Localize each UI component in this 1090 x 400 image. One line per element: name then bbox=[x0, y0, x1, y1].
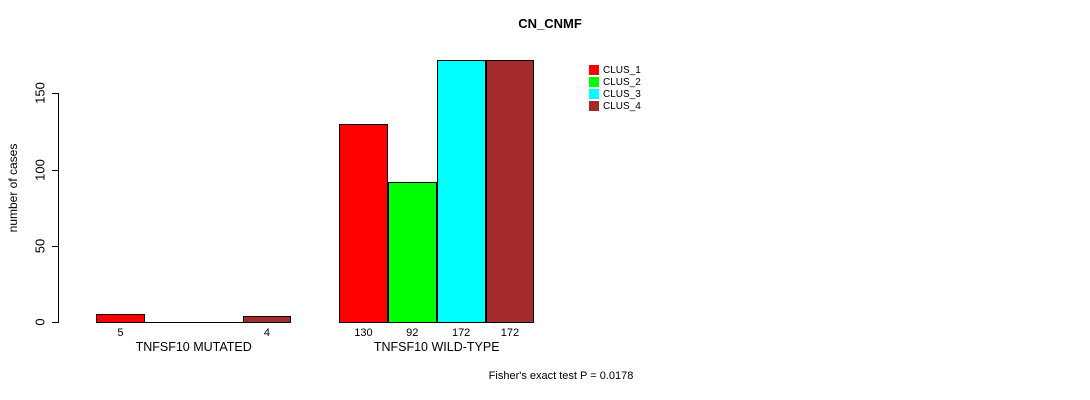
bar-value-label-clus_3-group2: 172 bbox=[451, 327, 471, 339]
legend-swatch-clus_1 bbox=[589, 65, 599, 75]
legend: CLUS_1 CLUS_2 CLUS_3 CLUS_4 bbox=[589, 64, 641, 112]
legend-item-clus_4: CLUS_4 bbox=[589, 100, 641, 112]
y-axis-line bbox=[58, 93, 59, 323]
y-tick-label: 150 bbox=[32, 82, 48, 105]
legend-item-clus_3: CLUS_3 bbox=[589, 88, 641, 100]
y-tick-mark bbox=[52, 245, 59, 247]
bar-value-label-clus_2-group2: 92 bbox=[406, 327, 419, 339]
legend-swatch-clus_3 bbox=[589, 89, 599, 99]
bar-clus_3-group2 bbox=[436, 60, 486, 323]
y-tick-mark bbox=[52, 93, 59, 95]
legend-label-clus_4: CLUS_4 bbox=[603, 100, 641, 112]
legend-label-clus_2: CLUS_2 bbox=[603, 76, 641, 88]
bar-clus_2-group2 bbox=[387, 182, 437, 323]
y-tick-label: 100 bbox=[32, 158, 48, 181]
fisher-test-annotation: Fisher's exact test P = 0.0178 bbox=[488, 370, 634, 382]
bar-value-label-clus_1-group2: 130 bbox=[354, 327, 373, 339]
legend-label-clus_3: CLUS_3 bbox=[603, 88, 641, 100]
y-tick-mark bbox=[52, 169, 59, 171]
y-tick-label: 0 bbox=[32, 318, 48, 326]
chart-title: CN_CNMF bbox=[518, 16, 582, 31]
y-axis-label: number of cases bbox=[6, 143, 20, 233]
legend-label-clus_1: CLUS_1 bbox=[603, 64, 641, 76]
legend-swatch-clus_2 bbox=[589, 77, 599, 87]
y-tick-mark bbox=[52, 322, 59, 323]
x-group-label-mutated: TNFSF10 MUTATED bbox=[135, 340, 252, 354]
bar-clus_1-group2 bbox=[339, 124, 388, 323]
bar-clus_1-group1 bbox=[96, 314, 145, 323]
bar-value-label-clus_4-group1: 4 bbox=[263, 327, 271, 339]
legend-item-clus_2: CLUS_2 bbox=[589, 76, 641, 88]
y-tick-label: 50 bbox=[32, 238, 48, 254]
x-group-label-wildtype: TNFSF10 WILD-TYPE bbox=[373, 340, 500, 354]
bar-value-label-clus_1-group1: 5 bbox=[117, 327, 124, 339]
bar-clus_3-group1 bbox=[193, 322, 244, 323]
bar-clus_4-group1 bbox=[242, 316, 292, 323]
bar-clus_4-group2 bbox=[485, 60, 535, 323]
legend-item-clus_1: CLUS_1 bbox=[589, 64, 641, 76]
legend-swatch-clus_4 bbox=[589, 101, 599, 111]
bar-value-label-clus_4-group2: 172 bbox=[500, 327, 520, 339]
bar-clus_2-group1 bbox=[144, 322, 195, 323]
